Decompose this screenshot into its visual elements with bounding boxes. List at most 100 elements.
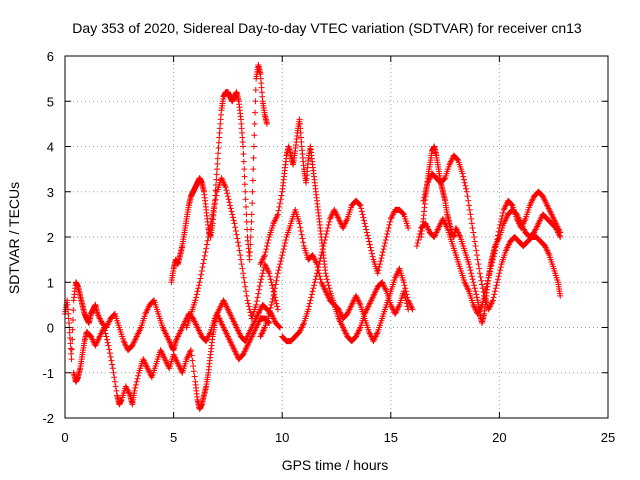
data-point-marker [258,276,265,283]
data-point-marker [489,259,496,266]
data-point-marker [249,177,256,184]
data-point-marker [490,253,497,260]
data-point-marker [324,227,331,234]
data-point-marker [111,378,118,385]
data-point-marker [471,238,478,245]
data-point-marker [263,120,270,127]
y-tick-label: 5 [47,94,54,109]
data-point-marker [402,285,409,292]
data-point-marker [267,304,274,311]
data-point-marker [251,132,258,139]
data-point-marker [191,373,198,380]
data-point-marker [276,203,283,210]
data-point-marker [266,270,273,277]
data-point-marker [269,298,276,305]
data-point-marker [403,291,410,298]
data-point-marker [467,211,474,218]
data-point-marker [101,324,108,331]
data-point-marker [494,279,501,286]
data-point-marker [109,361,116,368]
data-point-marker [132,384,139,391]
data-point-marker [269,282,276,289]
data-point-marker [241,166,248,173]
data-point-marker [416,230,423,237]
data-point-marker [492,243,499,250]
data-point-marker [494,276,501,283]
data-point-marker [248,211,255,218]
data-point-marker [195,285,202,292]
data-point-marker [486,271,493,278]
data-point-marker [277,324,284,331]
data-point-marker [422,188,429,195]
data-point-marker [234,235,241,242]
data-point-marker [319,246,326,253]
data-point-marker [477,273,484,280]
data-point-marker [274,306,281,313]
data-point-marker [378,255,385,262]
y-tick-label: 2 [47,230,54,245]
data-point-marker [359,211,366,218]
data-point-marker [249,188,256,195]
data-point-marker [464,193,471,200]
data-point-marker [109,365,116,372]
data-point-marker [241,279,248,286]
data-point-marker [272,281,279,288]
data-point-marker [306,300,313,307]
data-point-marker [557,229,564,236]
data-point-marker [250,143,257,150]
data-point-marker [248,218,255,225]
data-point-marker [227,205,234,212]
data-point-marker [250,154,257,161]
data-point-marker [358,208,365,215]
data-point-marker [277,258,284,265]
data-point-marker [321,237,328,244]
y-tick-label: 3 [47,185,54,200]
data-point-marker [367,244,374,251]
data-point-marker [299,235,306,242]
data-point-marker [275,207,282,214]
data-point-marker [255,290,262,297]
data-point-marker [468,215,475,222]
data-point-marker [374,270,381,277]
data-point-marker [474,256,481,263]
data-point-marker [189,357,196,364]
data-point-marker [251,120,258,127]
data-point-marker [111,374,118,381]
axis-ticks: 0 5 10 15 20 25 -2 -1 0 1 2 3 4 5 6 [42,49,615,445]
data-point-marker [271,289,278,296]
data-point-marker [281,243,288,250]
data-point-marker [311,279,318,286]
data-point-marker [421,194,428,201]
data-point-marker [67,340,74,347]
data-point-marker [278,255,285,262]
data-point-marker [487,265,494,272]
data-point-marker [265,237,272,244]
data-point-marker [263,243,270,250]
data-point-marker [69,326,76,333]
data-point-marker [368,247,375,254]
data-point-marker [237,252,244,259]
data-point-marker [322,270,329,277]
data-point-marker [421,191,428,198]
data-point-marker [214,166,221,173]
data-point-marker [475,261,482,268]
data-point-marker [484,280,491,287]
data-point-marker [490,294,497,301]
data-point-marker [360,214,367,221]
data-point-marker [110,369,117,376]
data-point-marker [208,218,215,225]
data-point-marker [379,249,386,256]
data-point-marker [203,241,210,248]
data-point-marker [244,297,251,304]
data-point-marker [298,227,305,234]
data-point-marker [484,277,491,284]
data-point-marker [276,264,283,271]
data-point-marker [274,211,281,218]
data-point-marker [313,273,320,280]
data-point-marker [483,283,490,290]
data-point-marker [468,270,475,277]
data-point-marker [465,202,472,209]
data-point-marker [375,267,382,274]
data-point-marker [384,227,391,234]
data-point-marker [240,143,247,150]
